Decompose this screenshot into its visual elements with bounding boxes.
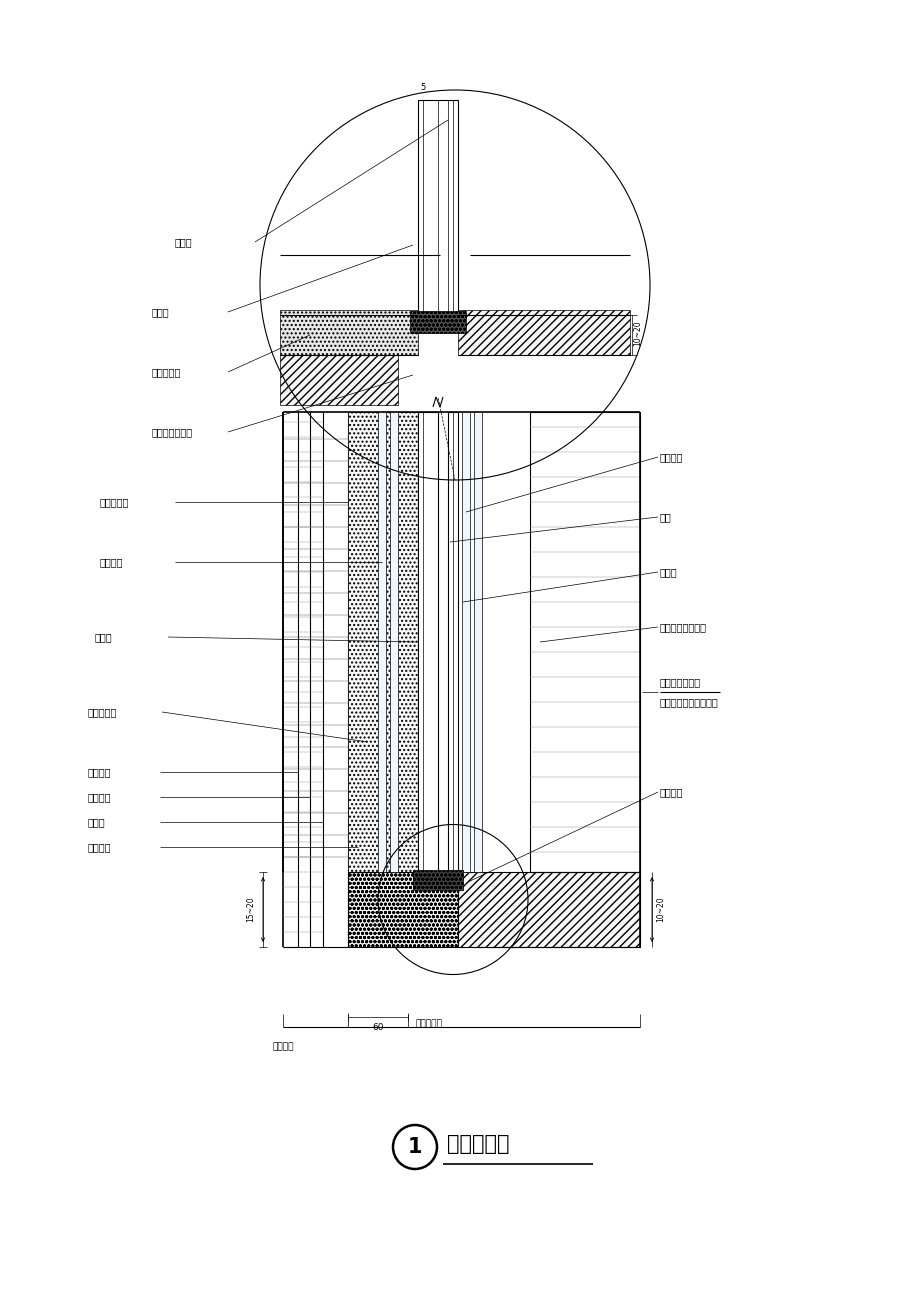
Text: 结构墙厚度: 结构墙厚度 <box>415 1019 442 1029</box>
Bar <box>279 310 417 355</box>
Text: 铝窗框: 铝窗框 <box>175 237 192 247</box>
Text: 中空玻璃: 中空玻璃 <box>100 557 123 566</box>
Bar <box>417 411 437 872</box>
Bar <box>390 411 398 872</box>
Text: 室内窗台面层做法: 室内窗台面层做法 <box>659 622 706 631</box>
Text: 10~20: 10~20 <box>632 320 641 346</box>
Text: 窗侧边瓷砖: 窗侧边瓷砖 <box>100 497 130 506</box>
Text: 膨胀螺栓: 膨胀螺栓 <box>659 786 683 797</box>
Bar <box>279 355 398 405</box>
Text: 5: 5 <box>420 83 425 92</box>
Bar <box>448 411 458 872</box>
Bar <box>473 411 482 872</box>
Text: 保温层: 保温层 <box>88 816 106 827</box>
Text: 中空玻璃: 中空玻璃 <box>659 452 683 462</box>
Text: 发泡胶（切平）: 发泡胶（切平） <box>152 427 193 437</box>
Text: 1: 1 <box>407 1137 422 1157</box>
Text: 外墙抹灰: 外墙抹灰 <box>88 792 111 802</box>
Text: 混凝土填实: 混凝土填实 <box>152 367 181 378</box>
Bar <box>378 411 386 872</box>
Text: （结构留洞尺寸边界）: （结构留洞尺寸边界） <box>659 697 718 707</box>
Bar <box>410 311 466 333</box>
Bar <box>458 872 640 947</box>
Text: 硅酮胶: 硅酮胶 <box>95 631 112 642</box>
Text: 主体结构: 主体结构 <box>88 842 111 852</box>
Text: 10~20: 10~20 <box>655 897 664 922</box>
Text: 硅酮胶: 硅酮胶 <box>152 307 169 316</box>
Bar <box>529 411 640 872</box>
Bar <box>413 870 462 891</box>
Text: 窗框: 窗框 <box>659 512 671 522</box>
Bar <box>461 411 470 872</box>
Text: 60: 60 <box>372 1022 383 1031</box>
Text: 混凝土填实: 混凝土填实 <box>88 707 118 717</box>
Text: 外墙做法: 外墙做法 <box>273 1043 294 1052</box>
Bar <box>347 411 417 947</box>
Text: 窗底部剖面: 窗底部剖面 <box>447 1134 509 1154</box>
Text: 发泡胶: 发泡胶 <box>659 566 677 577</box>
Text: 15~20: 15~20 <box>245 897 255 922</box>
Text: 外墙瓷砖: 外墙瓷砖 <box>88 767 111 777</box>
Text: 窗洞口收口位置: 窗洞口收口位置 <box>659 677 700 687</box>
Bar <box>417 100 458 315</box>
Bar <box>458 310 630 355</box>
Bar <box>347 872 458 947</box>
